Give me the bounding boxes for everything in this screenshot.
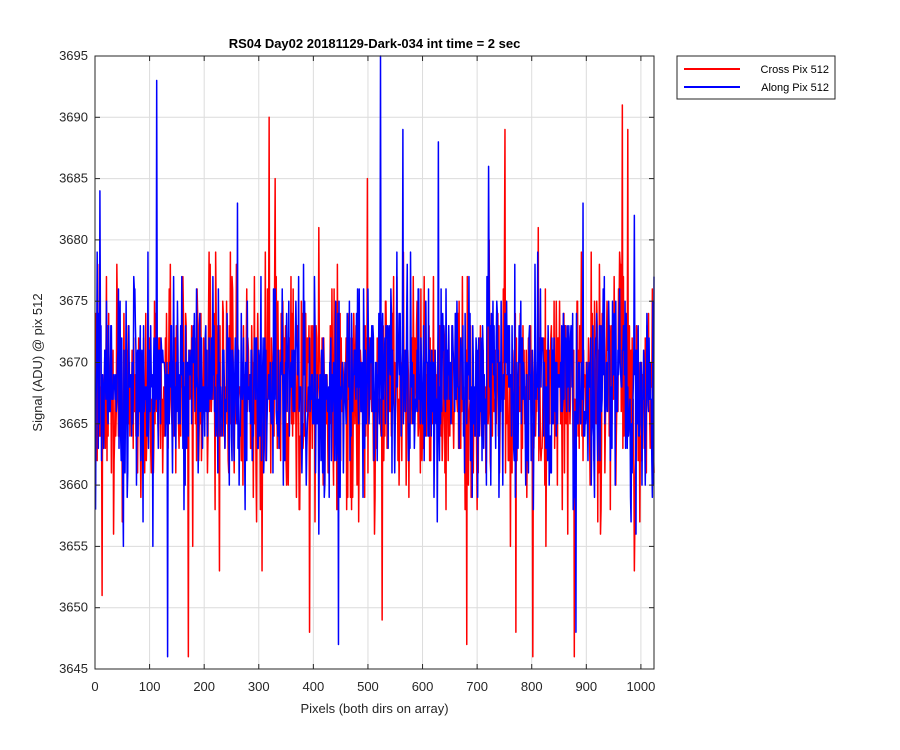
x-tick-label: 100 — [139, 679, 161, 694]
series-line-1 — [94, 55, 655, 658]
x-tick-label: 600 — [412, 679, 434, 694]
y-tick-label: 3665 — [59, 416, 88, 431]
y-tick-label: 3685 — [59, 171, 88, 186]
x-tick-label: 900 — [575, 679, 597, 694]
x-tick-label: 200 — [193, 679, 215, 694]
y-tick-label: 3650 — [59, 600, 88, 615]
y-tick-label: 3680 — [59, 232, 88, 247]
x-tick-label: 800 — [521, 679, 543, 694]
series-line-0 — [94, 104, 655, 658]
y-tick-label: 3670 — [59, 355, 88, 370]
legend-label-cross: Cross Pix 512 — [761, 64, 829, 76]
x-tick-label: 500 — [357, 679, 379, 694]
y-tick-label: 3695 — [59, 48, 88, 63]
legend-label-along: Along Pix 512 — [761, 82, 829, 94]
x-tick-label: 300 — [248, 679, 270, 694]
x-tick-label: 700 — [466, 679, 488, 694]
y-axis-label: Signal (ADU) @ pix 512 — [30, 293, 45, 431]
y-tick-label: 3645 — [59, 661, 88, 676]
y-tick-label: 3655 — [59, 538, 88, 553]
x-tick-label: 400 — [303, 679, 325, 694]
axis-ticks: 0 100 200 300 400 500 600 700 800 900 1000 3645 3650… — [59, 48, 655, 694]
legend-box — [676, 55, 836, 100]
legend: Cross Pix 512 Along Pix 512 — [676, 55, 836, 100]
series-lines — [94, 55, 655, 658]
y-tick-label: 3675 — [59, 293, 88, 308]
y-tick-label: 3690 — [59, 109, 88, 124]
x-axis-label: Pixels (both dirs on array) — [300, 701, 448, 716]
y-tick-label: 3660 — [59, 477, 88, 492]
x-tick-label: 1000 — [626, 679, 655, 694]
chart-title: RS04 Day02 20181129-Dark-034 int time = … — [229, 36, 521, 51]
x-tick-label: 0 — [91, 679, 98, 694]
